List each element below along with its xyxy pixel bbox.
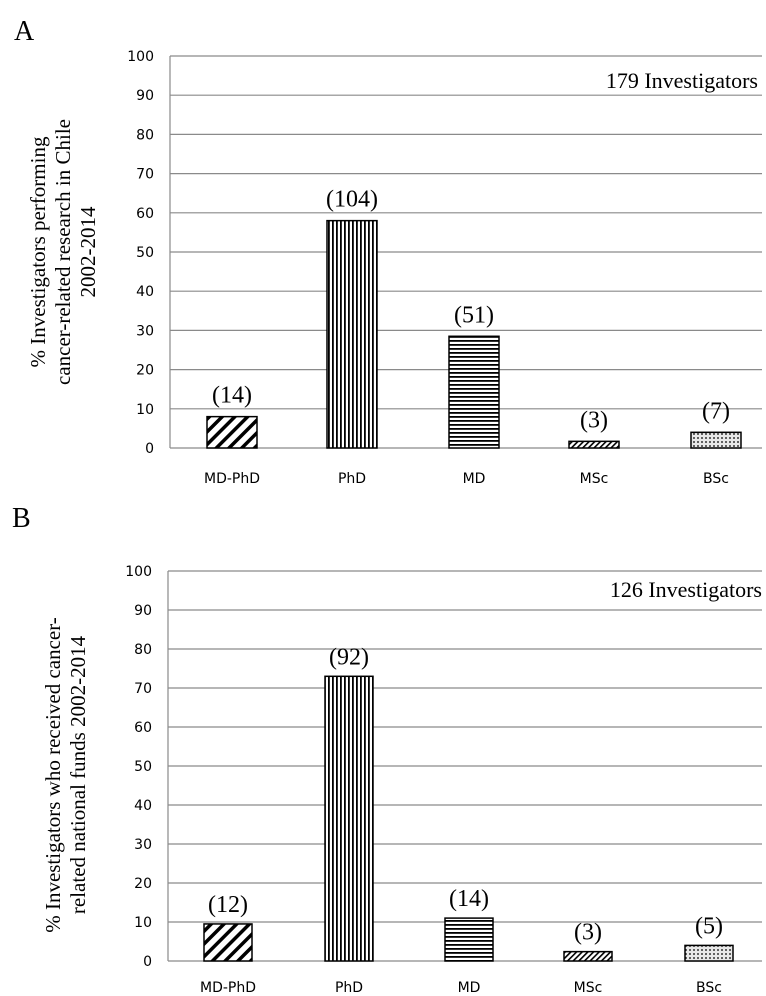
panel-b-ytick-label: 40 [134,798,152,814]
panel-b-ytick-label: 50 [134,759,152,775]
panel-a-category-label-md-phd: MD-PhD [204,471,260,487]
panel-b-ytick-label: 70 [134,681,152,697]
panel-a-data-label-msc: (3) [580,407,608,433]
panel-a-category-label-md: MD [463,471,486,487]
panel-b-bar-md-phd [203,923,253,962]
panel-a-letter: A [14,16,35,47]
panel-a-data-label-phd: (104) [326,187,378,213]
panel-a-ytick-label: 90 [136,88,154,104]
panel-a-ytick-label: 10 [136,402,154,418]
panel-b-data-label-md-phd: (12) [208,892,248,918]
panel-a: A % Investigators performing cancer-rela… [14,16,762,487]
panel-a-plot: 0 10 20 30 40 50 60 70 80 90 100 (14) MD-PhD (104) PhD… [127,49,762,487]
panel-b-ytick-label: 10 [134,915,152,931]
panel-a-bar-md [448,335,500,449]
panel-b-bar-bsc [684,944,734,962]
panel-a-ytick-label: 100 [127,49,154,65]
panel-a-data-label-md: (51) [454,302,494,328]
panel-a-bar-bsc [690,431,742,449]
panel-a-category-label-msc: MSc [580,471,609,487]
panel-b-ytick-label: 20 [134,876,152,892]
panel-a-data-label-bsc: (7) [702,398,730,424]
panel-b-data-label-md: (14) [449,886,489,912]
panel-b-ylabel: % Investigators who received cancer- rel… [41,617,90,933]
panel-a-ytick-label: 30 [136,323,154,339]
panel-a-data-label-md-phd: (14) [212,383,252,409]
panel-a-ylabel-line-3: 2002-2014 [76,206,100,297]
panel-b-bar-phd [324,675,374,962]
panel-b-category-label-md: MD [458,980,481,996]
panel-b: B % Investigators who received cancer- r… [12,503,762,996]
panel-b-ytick-label: 80 [134,642,152,658]
panel-b-data-label-bsc: (5) [695,913,723,939]
panel-a-ylabel-line-2: cancer-related research in Chile [51,119,75,385]
panel-b-ytick-label: 90 [134,603,152,619]
panel-a-category-label-bsc: BSc [703,471,729,487]
panel-a-bar-md-phd [206,415,258,449]
panel-a-ytick-label: 20 [136,363,154,379]
panel-a-bar-phd [326,219,378,449]
panel-b-plot: 0 10 20 30 40 50 60 70 80 90 100 (12) MD-PhD (92) PhD (… [125,564,762,996]
panel-a-ytick-label: 60 [136,206,154,222]
panel-b-data-label-phd: (92) [329,644,369,670]
panel-a-ytick-label: 80 [136,127,154,143]
panel-b-annotation: 126 Investigators [610,577,762,602]
panel-a-ytick-label: 50 [136,245,154,261]
panel-b-category-label-phd: PhD [335,980,363,996]
panel-b-letter: B [12,503,31,534]
panel-b-ytick-label: 100 [125,564,152,580]
panel-a-ylabel-line-1: % Investigators performing [26,136,50,367]
panel-b-data-label-msc: (3) [574,920,602,946]
panel-a-ylabel: % Investigators performing cancer-relate… [26,119,100,385]
panel-a-annotation: 179 Investigators [606,68,758,93]
panel-b-ytick-label: 30 [134,837,152,853]
panel-b-category-label-md-phd: MD-PhD [200,980,256,996]
panel-b-ylabel-line-1: % Investigators who received cancer- [41,617,65,933]
panel-b-ytick-label: 60 [134,720,152,736]
panel-a-category-label-phd: PhD [338,471,366,487]
panel-b-bar-md [444,917,494,962]
panel-a-bar-msc [568,440,620,449]
panel-a-ytick-label: 40 [136,284,154,300]
panel-a-ytick-label: 70 [136,167,154,183]
panel-b-bar-msc [563,950,613,962]
panel-b-category-label-bsc: BSc [696,980,722,996]
panel-a-ytick-label: 0 [145,441,154,457]
panel-b-ylabel-line-2: related national funds 2002-2014 [66,635,90,914]
panel-b-ytick-label: 0 [143,954,152,970]
panel-b-category-label-msc: MSc [574,980,603,996]
